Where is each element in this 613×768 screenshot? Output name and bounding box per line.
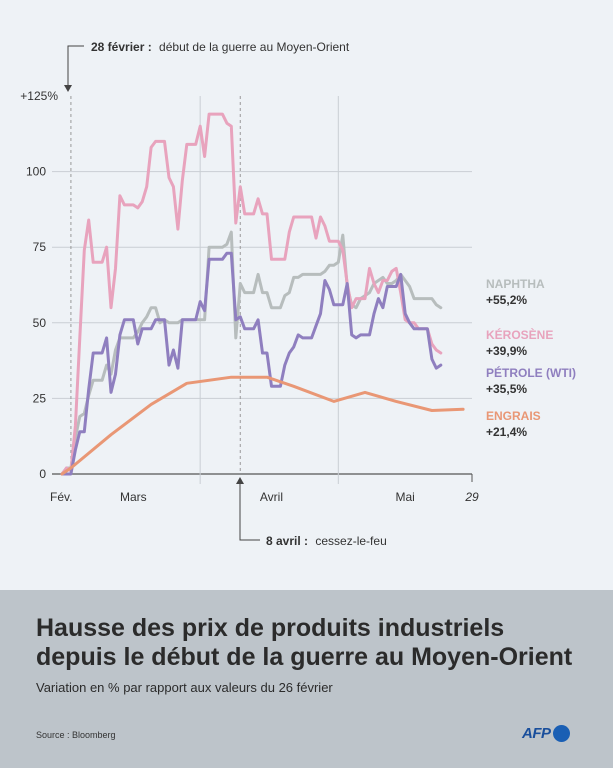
series-line-kerosene	[60, 112, 443, 476]
war-start-date: 28 février :	[91, 40, 152, 54]
series-name-petrole: PÉTROLE (WTI)	[486, 365, 576, 380]
chart: 0 25 50 75 100 +125% Fév. Mars Avril Mai 29 28 fév…	[20, 40, 576, 548]
series-name-kerosene: KÉROSÈNE	[486, 327, 553, 342]
y-tick-label: 100	[26, 165, 46, 179]
title-line-1: Hausse des prix de produits industriels	[36, 614, 505, 642]
afp-logo-dot-icon	[552, 724, 570, 742]
footer-panel	[0, 590, 613, 768]
afp-logo: AFP	[522, 723, 570, 743]
x-tick-label: Avril	[260, 490, 283, 504]
series-line-petrole	[60, 251, 443, 476]
chart-title: Hausse des prix de produits industriels …	[36, 614, 596, 672]
svg-text:28 février : début de la: 28 février : début de la guerre au Moyen…	[91, 40, 350, 54]
source-note: Source : Bloomberg	[36, 730, 116, 740]
afp-logo-text: AFP	[522, 724, 551, 742]
x-tick-label: Fév.	[50, 490, 72, 504]
war-start-text: début de la guerre au Moyen-Orient	[159, 40, 350, 54]
war-start-annotation: 28 février : début de la guerre au Moyen…	[64, 40, 350, 92]
series-line-naphtha	[60, 230, 443, 476]
series-name-naphtha: NAPHTHA	[486, 277, 545, 291]
svg-text:8 avril : cessez-le-feu: 8 avril : cessez-le-feu	[266, 534, 387, 548]
title-line-2: depuis le début de la guerre au Moyen-Or…	[36, 643, 573, 671]
series-name-engrais: ENGRAIS	[486, 409, 541, 423]
y-tick-label: 50	[33, 316, 47, 330]
ceasefire-annotation: 8 avril : cessez-le-feu	[236, 477, 387, 548]
x-tick-label: Mai	[395, 490, 414, 504]
x-tick-label: Mars	[120, 490, 147, 504]
war-start-leader	[67, 45, 84, 86]
y-tick-label: 75	[33, 240, 47, 254]
series-value-petrole: +35,5%	[486, 382, 527, 396]
x-tick-label: 29	[464, 490, 479, 504]
series-value-kerosene: +39,9%	[486, 344, 527, 358]
ceasefire-date: 8 avril :	[266, 534, 308, 548]
y-tick-label: 0	[39, 467, 46, 481]
ceasefire-leader	[239, 483, 260, 541]
series-value-engrais: +21,4%	[486, 425, 527, 439]
y-tick-label: 25	[33, 391, 47, 405]
ceasefire-arrow-icon	[236, 477, 244, 484]
series-line-engrais	[60, 375, 465, 476]
series-value-naphtha: +55,2%	[486, 293, 527, 307]
ceasefire-text: cessez-le-feu	[315, 534, 386, 548]
y-top-label: +125%	[20, 89, 58, 103]
chart-subtitle: Variation en % par rapport aux valeurs d…	[36, 680, 333, 695]
war-start-arrow-icon	[64, 85, 72, 92]
